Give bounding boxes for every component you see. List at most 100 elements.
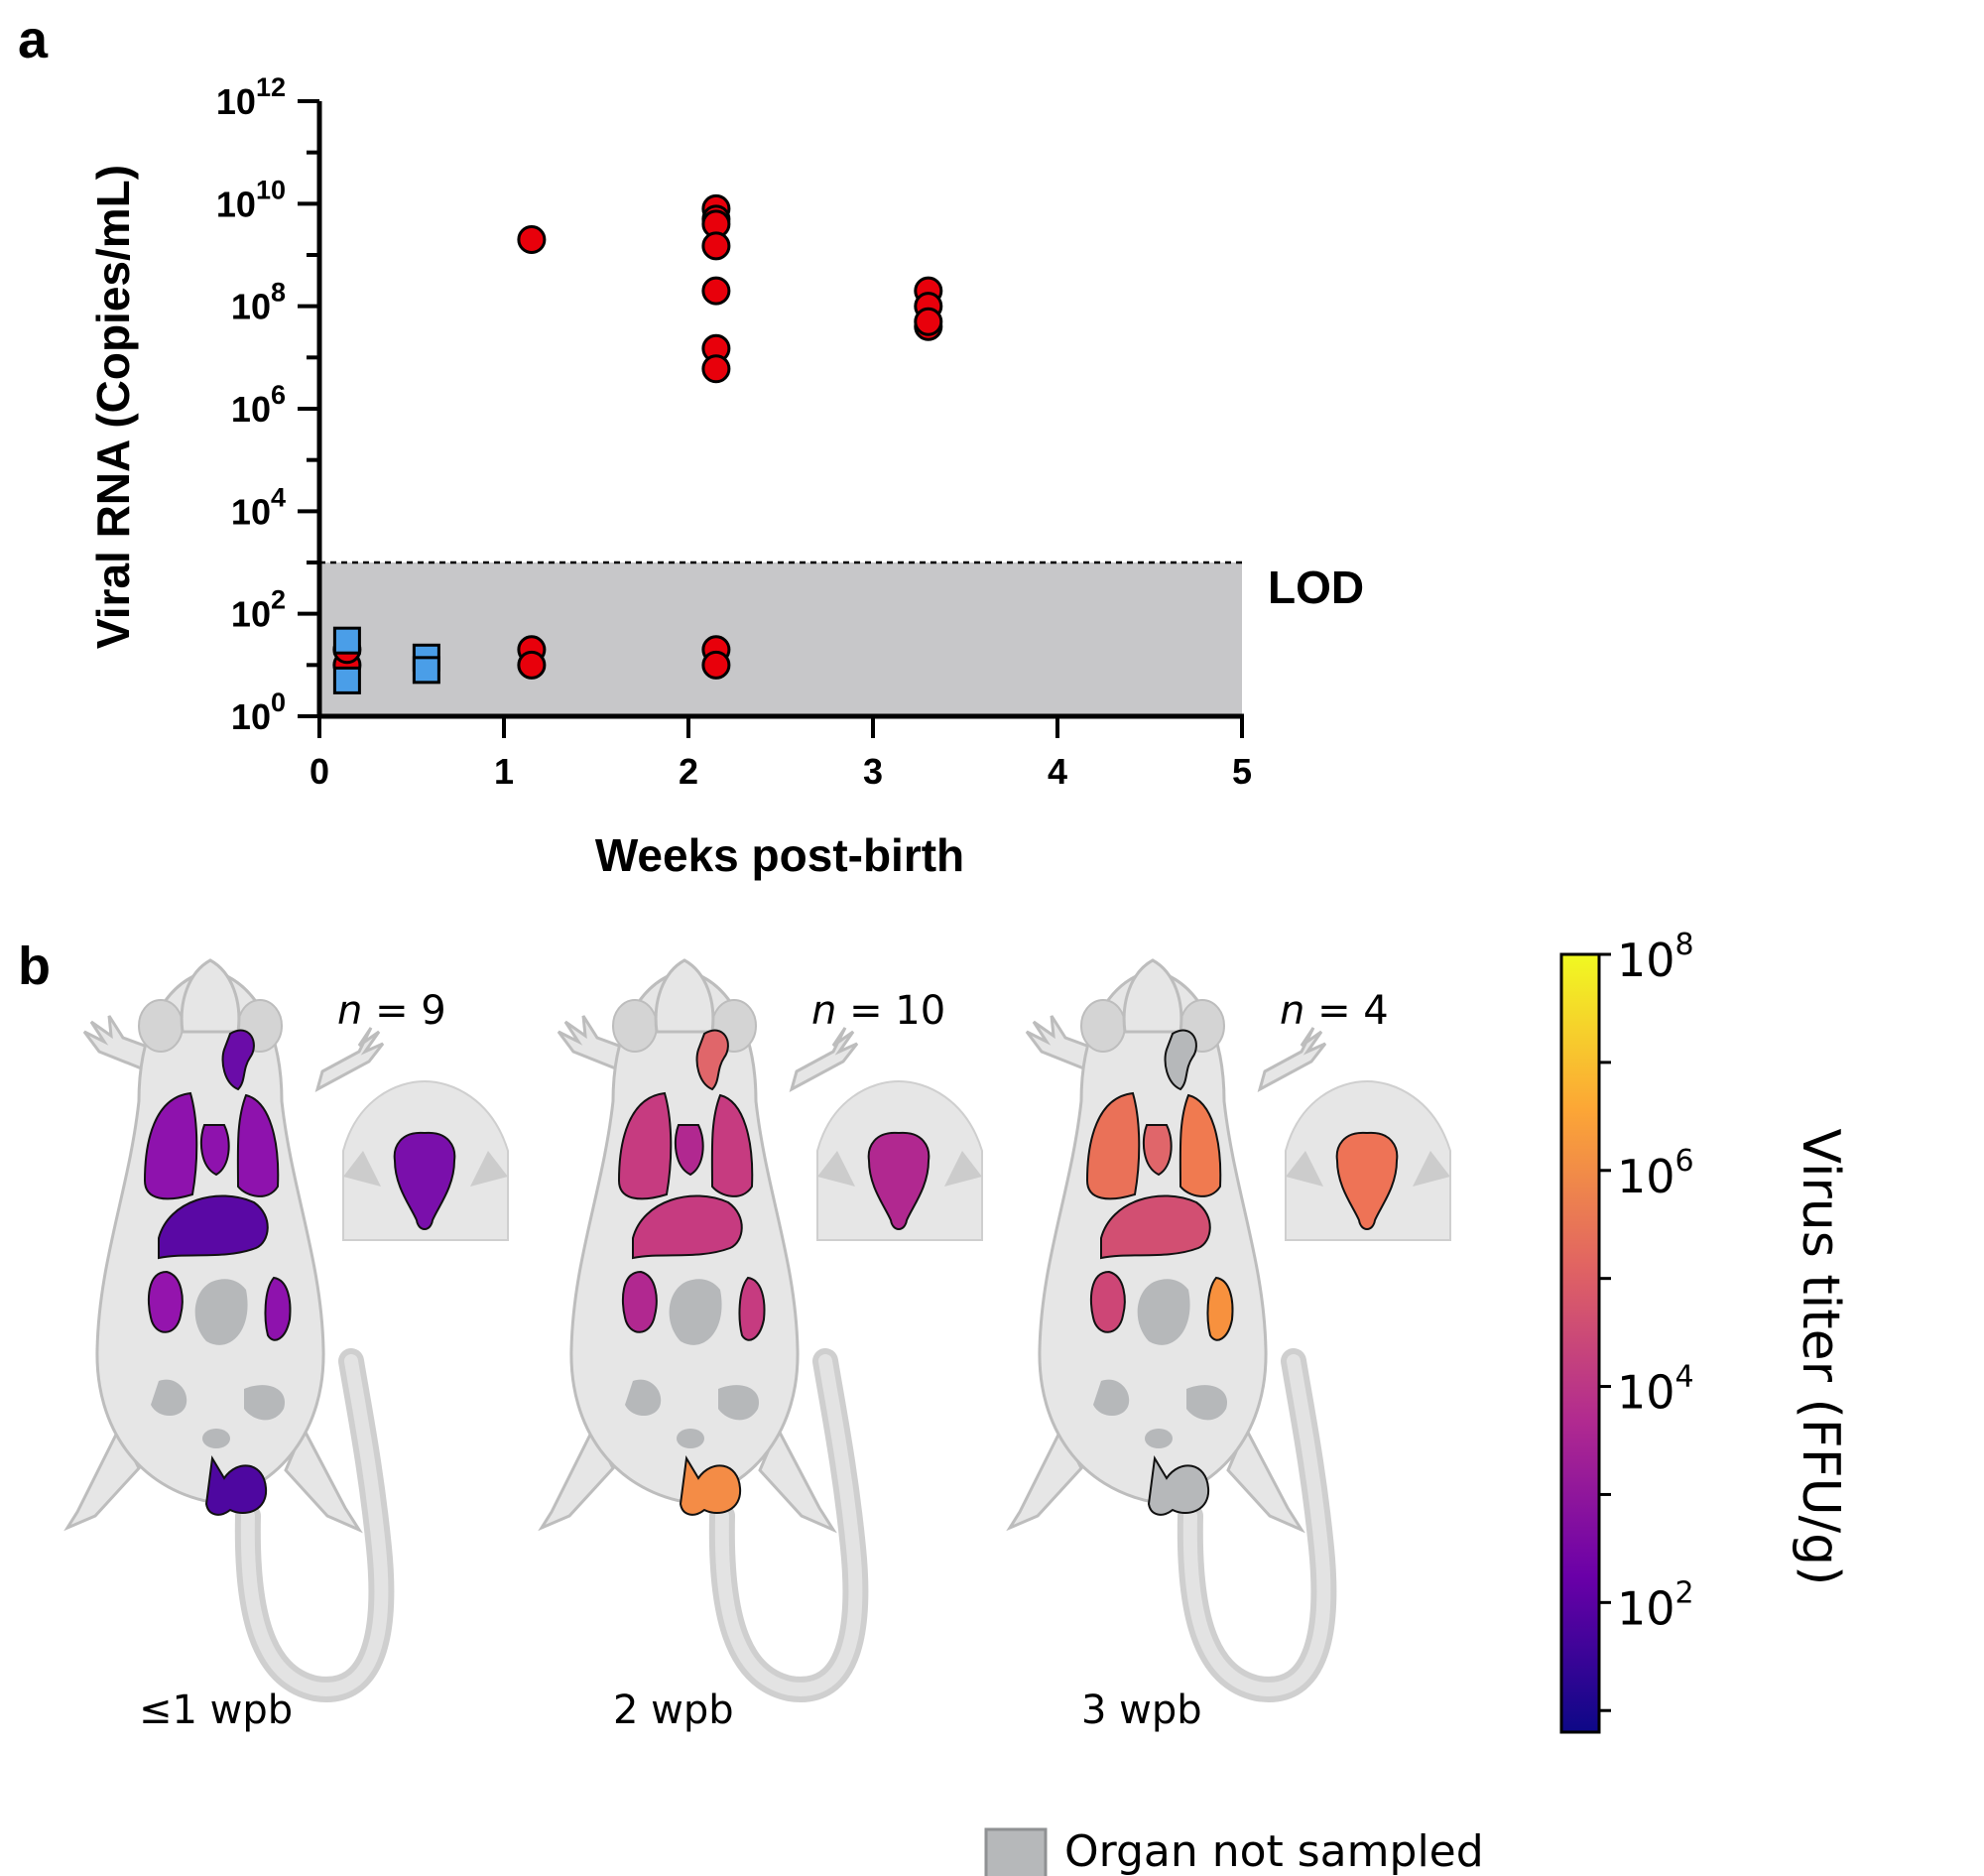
lod-region bbox=[319, 563, 1242, 716]
organ-heart bbox=[674, 1124, 704, 1177]
inset-right-ear bbox=[1413, 1151, 1450, 1187]
brain-inset bbox=[816, 1079, 983, 1241]
mouse-diagram: n = 9 ≤1 wpb bbox=[63, 958, 509, 1733]
colorbar-tick-label: 104 bbox=[1617, 1360, 1694, 1420]
mouse-diagram: n = 10 2 wpb bbox=[538, 958, 983, 1733]
data-point-square bbox=[412, 656, 440, 685]
mouse-right-hand bbox=[789, 1027, 859, 1092]
organ-kidney bbox=[1089, 1270, 1126, 1333]
brain-inset bbox=[342, 1079, 509, 1241]
organ-bladder bbox=[1145, 1429, 1173, 1448]
organ-stomach bbox=[1137, 1279, 1190, 1345]
legend-swatch-grey bbox=[984, 1827, 1048, 1876]
organ-stomach bbox=[669, 1279, 722, 1345]
y-ticks: 100 102 104 106 108 1010 1012 bbox=[216, 72, 319, 737]
age-label: 2 wpb bbox=[613, 1688, 734, 1733]
organ-salivary-gland bbox=[695, 1029, 729, 1091]
mouse-diagram: n = 4 3 wpb bbox=[1006, 958, 1451, 1733]
organ-lung-right bbox=[1178, 1093, 1222, 1197]
data-point-square bbox=[332, 666, 361, 694]
colorbar-title: Virus titer (FFU/g) bbox=[1791, 1129, 1850, 1586]
organ-liver bbox=[632, 1194, 743, 1260]
inset-right-ear bbox=[470, 1151, 508, 1187]
brain-inset bbox=[1285, 1079, 1451, 1241]
organ-testis bbox=[679, 1455, 742, 1516]
organ-brain bbox=[867, 1131, 930, 1230]
data-point-circle bbox=[701, 231, 731, 261]
organ-spleen bbox=[264, 1276, 292, 1341]
data-point-circle bbox=[914, 307, 943, 336]
data-point-circle bbox=[517, 650, 547, 680]
organ-kidney bbox=[621, 1270, 658, 1333]
mouse-tail-inner bbox=[1182, 1354, 1331, 1696]
mouse-head bbox=[654, 958, 715, 1034]
organ-liver bbox=[1100, 1194, 1211, 1260]
sample-size-label: n = 10 bbox=[811, 988, 945, 1034]
x-ticks: 0 1 2 3 4 5 bbox=[310, 716, 1252, 792]
organ-brain bbox=[1335, 1131, 1399, 1230]
mouse-right-hand bbox=[314, 1027, 385, 1092]
age-label: ≤1 wpb bbox=[139, 1688, 293, 1733]
sample-size-label: n = 4 bbox=[1280, 988, 1389, 1034]
y-tick-label: 102 bbox=[231, 585, 286, 635]
mouse-tail-inner bbox=[714, 1354, 863, 1696]
mouse-tail-inner bbox=[240, 1354, 389, 1696]
colorbar: 108 106 104 102 Virus titer (FFU/g) bbox=[1559, 928, 1850, 1734]
organ-colon bbox=[718, 1385, 759, 1421]
mouse-right-foot bbox=[758, 1425, 837, 1534]
organ-heart bbox=[1142, 1124, 1173, 1177]
organ-intestine bbox=[1093, 1379, 1130, 1417]
colorbar-tick-label: 106 bbox=[1617, 1144, 1694, 1203]
x-tick-label: 1 bbox=[494, 751, 514, 792]
mouse-left-ear bbox=[138, 999, 184, 1053]
organ-lung-left bbox=[1085, 1091, 1141, 1200]
data-point-circle bbox=[701, 650, 731, 680]
inset-right-ear bbox=[944, 1151, 982, 1187]
y-tick-label: 108 bbox=[231, 278, 286, 327]
mouse-left-ear bbox=[1080, 999, 1126, 1053]
organ-kidney bbox=[147, 1270, 184, 1333]
y-tick-label: 1012 bbox=[216, 72, 286, 122]
mouse-head bbox=[1122, 958, 1183, 1034]
organ-heart bbox=[199, 1124, 230, 1177]
organ-lung-left bbox=[143, 1091, 198, 1200]
y-tick-label: 106 bbox=[231, 380, 286, 430]
organ-intestine bbox=[625, 1379, 662, 1417]
organ-testis bbox=[1147, 1455, 1210, 1516]
organ-spleen bbox=[1206, 1276, 1234, 1341]
organ-brain bbox=[393, 1131, 456, 1230]
data-point-circle bbox=[517, 224, 547, 254]
data-point-circle bbox=[701, 276, 731, 306]
organ-lung-right bbox=[710, 1093, 754, 1197]
panel-letter-b: b bbox=[18, 937, 51, 996]
data-point-circle bbox=[701, 354, 731, 384]
organ-stomach bbox=[194, 1279, 248, 1345]
organ-bladder bbox=[677, 1429, 704, 1448]
organ-bladder bbox=[202, 1429, 230, 1448]
colorbar-tick-label: 108 bbox=[1617, 928, 1694, 987]
x-tick-label: 3 bbox=[863, 751, 883, 792]
x-tick-label: 5 bbox=[1232, 751, 1252, 792]
organ-spleen bbox=[738, 1276, 766, 1341]
organ-lung-left bbox=[617, 1091, 673, 1200]
organ-salivary-gland bbox=[221, 1029, 255, 1091]
y-tick-label: 104 bbox=[231, 482, 286, 532]
inset-left-ear bbox=[343, 1151, 381, 1187]
x-tick-label: 2 bbox=[679, 751, 698, 792]
organ-testis bbox=[204, 1455, 268, 1516]
x-axis-label: Weeks post-birth bbox=[595, 829, 964, 881]
data-point-square bbox=[332, 626, 361, 655]
mouse-right-hand bbox=[1257, 1027, 1327, 1092]
organ-liver bbox=[158, 1194, 269, 1260]
chart-viral-rna: LOD 100 102 104 106 108 1010 1012 0 1 2 3 4 5 Viral… bbox=[87, 72, 1364, 881]
legend-label: Organ not sampled bbox=[1064, 1826, 1484, 1876]
inset-left-ear bbox=[817, 1151, 855, 1187]
organ-intestine bbox=[151, 1379, 187, 1417]
organ-colon bbox=[244, 1385, 285, 1421]
organ-salivary-gland bbox=[1164, 1029, 1197, 1091]
y-tick-label: 100 bbox=[231, 688, 286, 737]
sample-size-label: n = 9 bbox=[337, 988, 446, 1034]
organ-colon bbox=[1186, 1385, 1227, 1421]
inset-left-ear bbox=[1286, 1151, 1323, 1187]
